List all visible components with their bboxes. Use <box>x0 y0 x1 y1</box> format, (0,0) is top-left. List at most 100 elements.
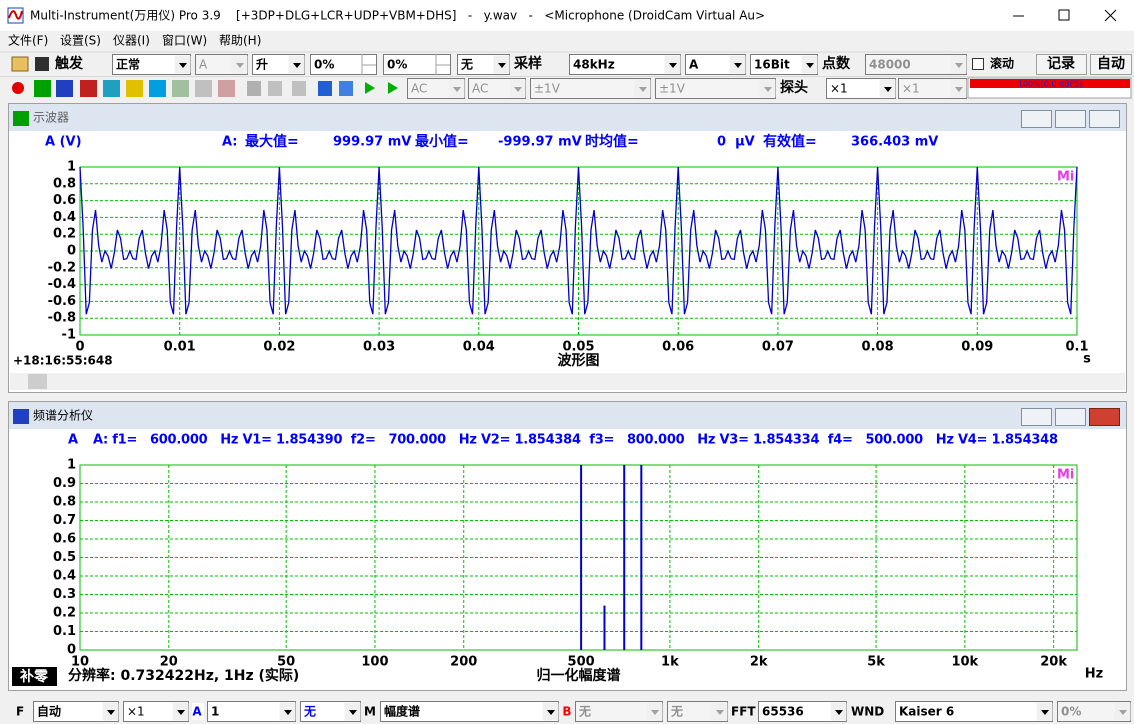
label: M <box>364 705 376 719</box>
dropdown-arrow[interactable] <box>764 87 772 92</box>
tool-icon[interactable] <box>149 80 166 97</box>
dropdown-arrow[interactable] <box>955 87 963 92</box>
dropdown-value: 无 <box>578 705 591 719</box>
y-tick-label: 0.6 <box>53 193 76 208</box>
dropdown-arrow[interactable] <box>806 63 814 68</box>
dropdown-value: 幅度谱 <box>384 704 420 719</box>
x-tick-label: 0.09 <box>961 340 993 355</box>
tool-icon[interactable] <box>247 81 261 96</box>
dropdown[interactable] <box>383 54 451 75</box>
dropdown-arrow[interactable] <box>453 87 461 92</box>
dropdown-arrow[interactable] <box>179 63 187 68</box>
tool-icon[interactable] <box>172 80 189 97</box>
dropdown-arrow[interactable] <box>107 710 115 715</box>
dropdown-arrow[interactable] <box>177 710 185 715</box>
dropdown-arrow[interactable] <box>716 710 724 715</box>
x-tick-label: 0.02 <box>263 340 295 355</box>
close-button[interactable] <box>1089 110 1120 128</box>
tool-icon[interactable] <box>218 80 235 97</box>
y-tick-label: 1 <box>67 458 76 473</box>
app-icon-wave <box>8 10 23 20</box>
dropdown-arrow[interactable] <box>547 710 555 715</box>
dropdown-value: ×1 <box>902 82 920 96</box>
spin-buttons[interactable] <box>435 54 450 75</box>
dropdown-arrow[interactable] <box>734 63 742 68</box>
y-tick-label: 0.9 <box>53 476 76 491</box>
tool-icon[interactable] <box>292 81 306 96</box>
record-icon[interactable] <box>12 82 24 94</box>
restore-button[interactable] <box>1055 110 1086 128</box>
readout: -999.97 mV <box>498 135 582 150</box>
close-button[interactable] <box>1089 408 1120 426</box>
open-icon[interactable] <box>11 56 29 72</box>
minimize-button[interactable] <box>1021 408 1052 426</box>
dropdown-arrow[interactable] <box>1119 710 1127 715</box>
maximize-button[interactable] <box>1058 9 1070 21</box>
scrollbar[interactable] <box>10 373 1125 390</box>
tool-icon[interactable] <box>318 81 332 96</box>
label: 点数 <box>822 55 851 72</box>
restore-button[interactable] <box>1055 408 1086 426</box>
multimeter-icon[interactable] <box>80 80 97 97</box>
tool-icon[interactable] <box>103 80 120 97</box>
label: A: f1= 600.000 Hz V1= 1.854390 f2= 700.0… <box>93 433 1058 448</box>
x-axis-label: 归一化幅度谱 <box>537 667 621 684</box>
y-tick-label: 0.8 <box>53 176 76 191</box>
logo: Mi <box>1057 468 1074 483</box>
dropdown-arrow[interactable] <box>236 63 244 68</box>
dropdown-value: 升 <box>256 57 268 72</box>
play-icon[interactable] <box>365 82 375 94</box>
scroll-thumb[interactable] <box>28 374 47 389</box>
spectrum-icon[interactable] <box>56 80 73 97</box>
dropdown-value: 65536 <box>762 705 804 719</box>
minimize-button[interactable] <box>1021 110 1052 128</box>
dropdown-value: 无 <box>460 58 473 72</box>
scope-window-icon <box>13 111 29 126</box>
menu-item[interactable]: 文件(F) <box>8 33 48 48</box>
window-title: Multi-Instrument(万用仪) Pro 3.9 [+3DP+DLG+… <box>30 9 765 23</box>
dropdown-value: AC <box>472 82 488 96</box>
dropdown-arrow[interactable] <box>669 63 677 68</box>
dropdown-arrow[interactable] <box>1041 710 1049 715</box>
y-tick-label: 0.5 <box>53 550 76 565</box>
button[interactable] <box>1090 54 1132 75</box>
dropdown-arrow[interactable] <box>293 63 301 68</box>
dropdown-arrow[interactable] <box>651 710 659 715</box>
dropdown-value: 1 <box>211 705 219 719</box>
menu-item[interactable]: 仪器(I) <box>113 34 150 48</box>
x-axis-label: 波形图 <box>558 352 600 369</box>
dropdown-arrow[interactable] <box>514 87 522 92</box>
dropdown-arrow[interactable] <box>835 710 843 715</box>
dropdown[interactable] <box>310 54 377 75</box>
label: A <box>192 705 202 719</box>
tool-icon[interactable] <box>268 81 282 96</box>
tool-icon[interactable] <box>339 81 353 96</box>
button[interactable] <box>1036 54 1087 75</box>
dropdown-arrow[interactable] <box>498 63 506 68</box>
dropdown-arrow[interactable] <box>349 710 357 715</box>
menu-item[interactable]: 帮助(H) <box>219 34 261 48</box>
y-tick-label: 1 <box>67 160 76 175</box>
x-tick-label: 50 <box>277 655 295 670</box>
tool-icon[interactable] <box>126 80 143 97</box>
dropdown-value: 0% <box>1061 705 1081 719</box>
x-unit: s <box>1083 352 1091 367</box>
dropdown-arrow[interactable] <box>639 87 647 92</box>
tool-icon[interactable] <box>195 80 212 97</box>
y-tick-label: 0.6 <box>53 532 76 547</box>
dropdown-arrow[interactable] <box>955 63 963 68</box>
checkbox[interactable] <box>972 58 984 70</box>
menu-item[interactable]: 窗口(W) <box>162 34 207 48</box>
play-step-icon[interactable] <box>388 82 398 94</box>
label: WND <box>851 705 884 719</box>
dropdown-arrow[interactable] <box>884 87 892 92</box>
spin-buttons[interactable] <box>361 54 376 75</box>
label: 分辨率: 0.732422Hz, 1Hz (实际) <box>68 667 299 684</box>
readout: 最大值= <box>245 133 299 150</box>
close-button[interactable] <box>1104 9 1117 22</box>
save-icon[interactable] <box>35 57 49 71</box>
menu-item[interactable]: 设置(S) <box>60 34 101 48</box>
dropdown-arrow[interactable] <box>284 710 292 715</box>
scope-icon[interactable] <box>34 80 51 97</box>
